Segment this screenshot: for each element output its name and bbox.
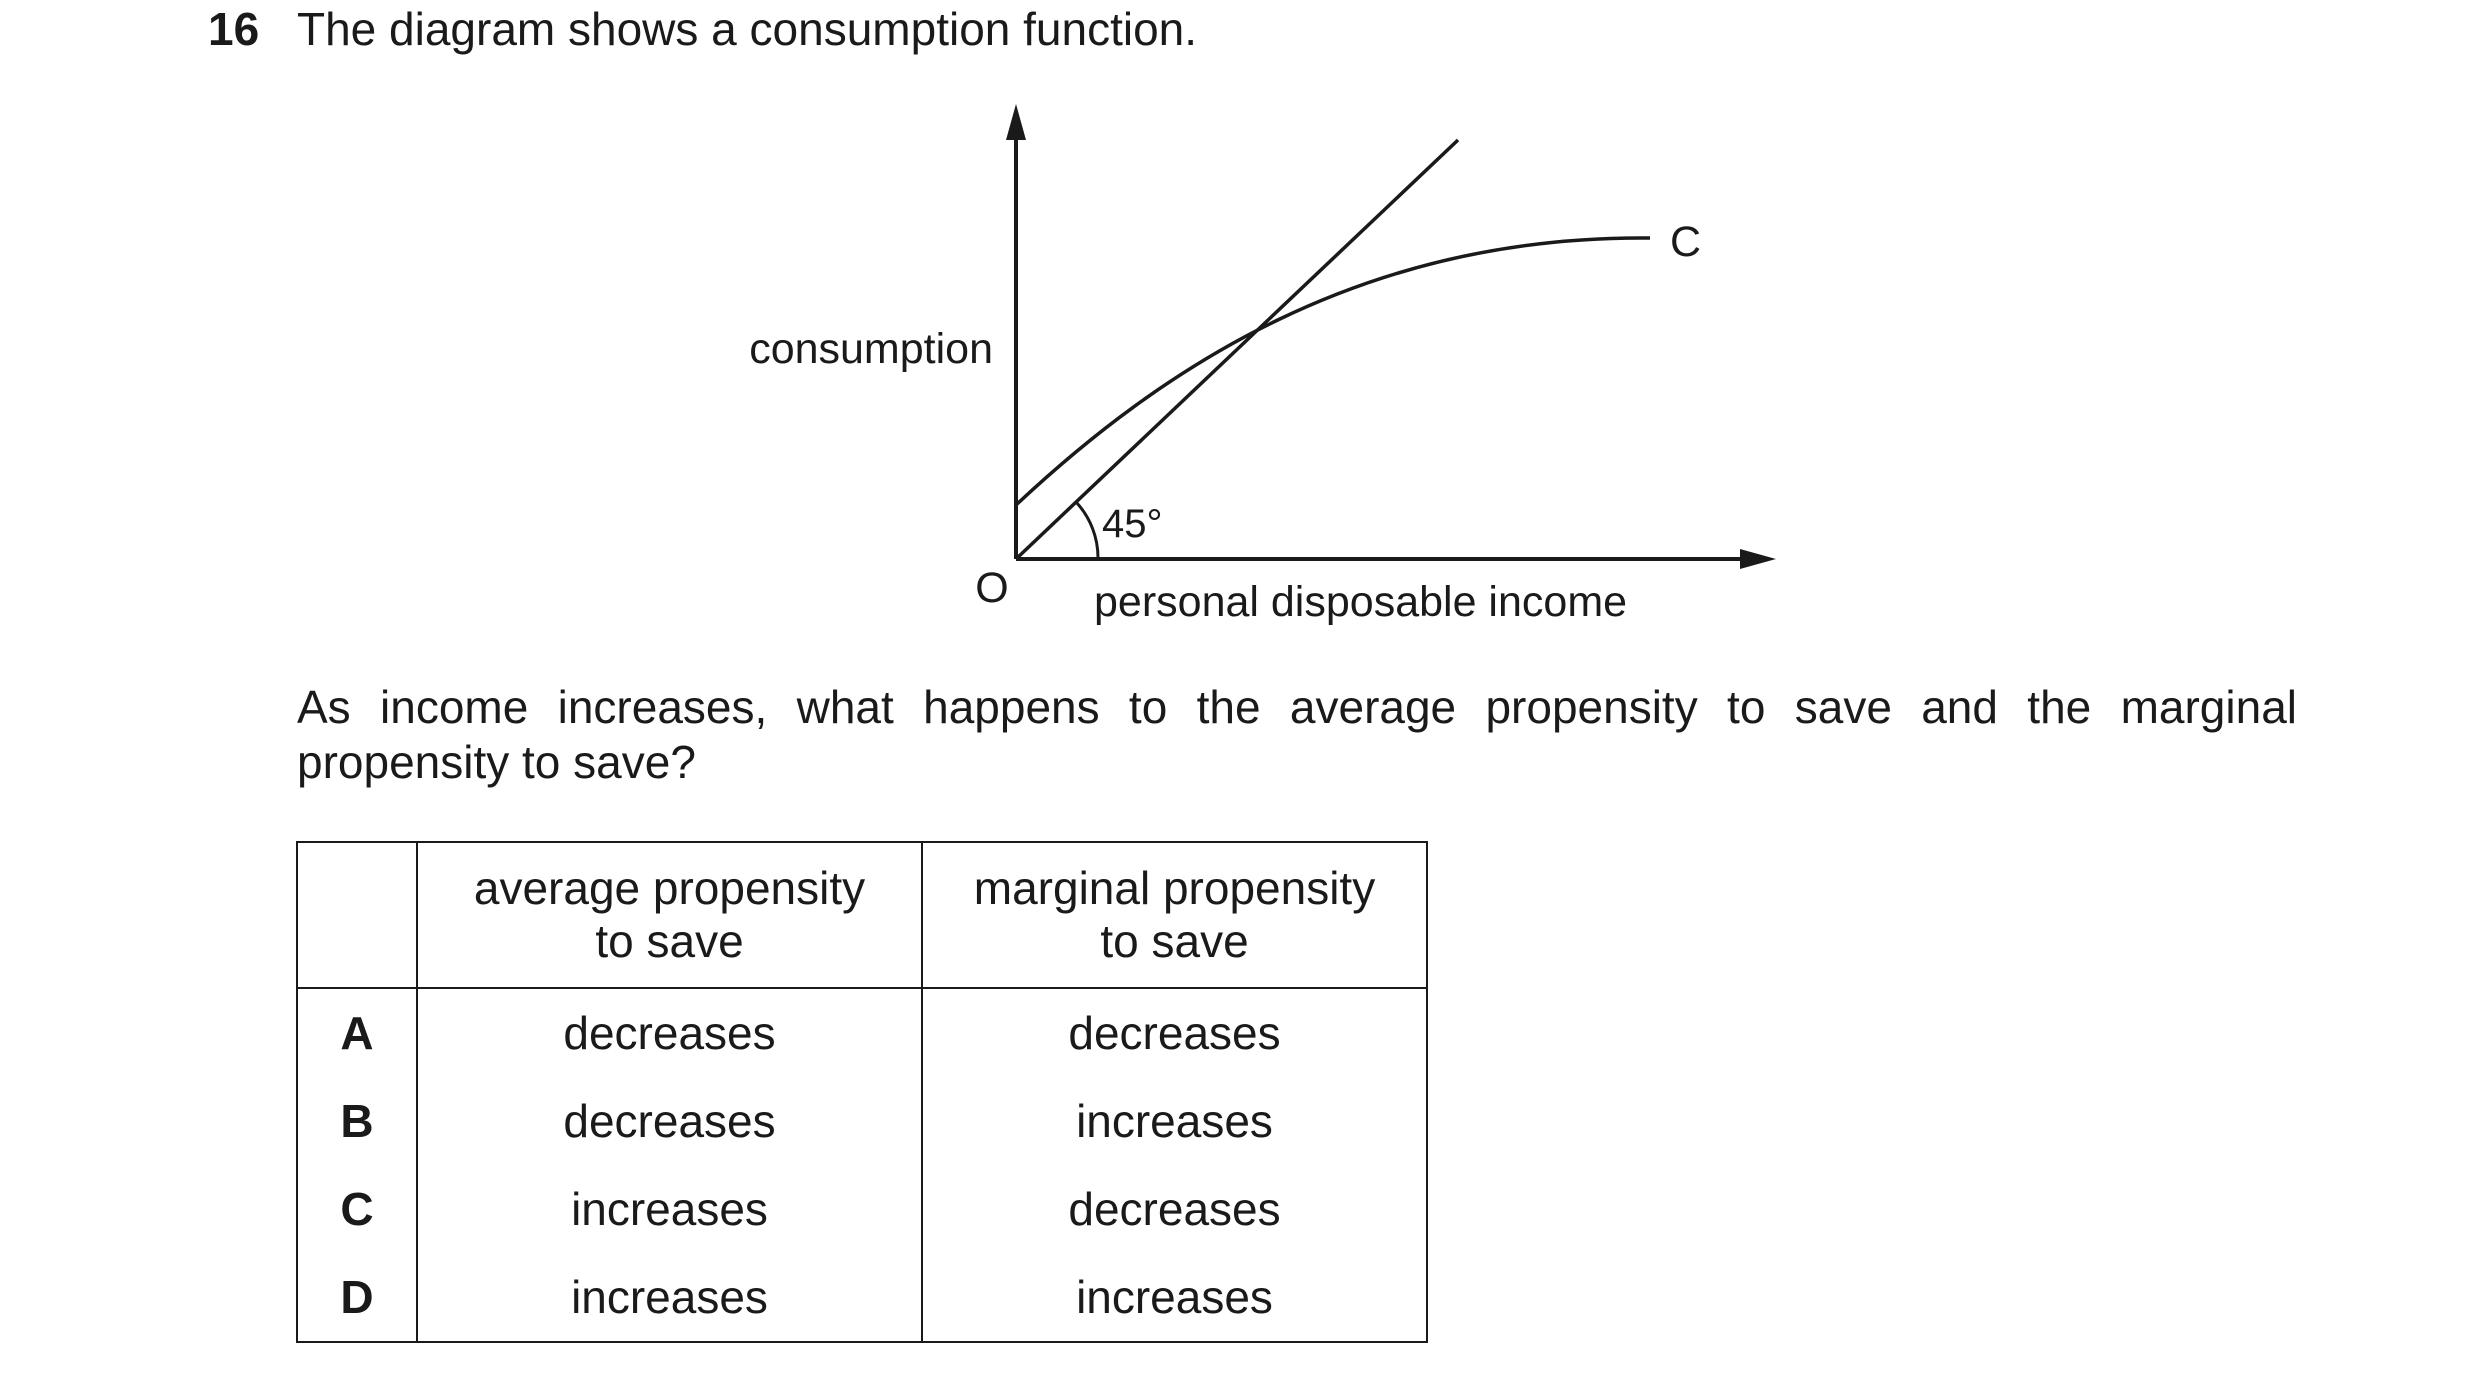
question-number: 16 bbox=[208, 3, 260, 55]
table-header-row: average propensity to save marginal prop… bbox=[296, 841, 1428, 989]
consumption-function-diagram: consumption personal disposable income O… bbox=[749, 104, 1776, 626]
header-mps-line2: to save bbox=[1100, 915, 1249, 967]
angle-label: 45° bbox=[1102, 502, 1163, 546]
option-aps-value: decreases bbox=[416, 1077, 923, 1165]
option-mps-value: increases bbox=[921, 1253, 1428, 1343]
option-mps-value: increases bbox=[921, 1077, 1428, 1165]
origin-label: O bbox=[975, 564, 1008, 612]
option-key: A bbox=[296, 988, 418, 1077]
option-key: B bbox=[296, 1077, 418, 1165]
header-aps-line2: to save bbox=[595, 915, 744, 967]
x-axis-arrowhead bbox=[1740, 549, 1776, 569]
header-blank bbox=[296, 841, 418, 989]
header-marginal-propensity-to-save: marginal propensity to save bbox=[921, 841, 1428, 989]
angle-arc bbox=[1074, 500, 1100, 560]
option-aps-value: increases bbox=[416, 1165, 923, 1253]
forty-five-degree-line bbox=[1014, 138, 1460, 561]
option-row-a[interactable]: A decreases decreases bbox=[296, 988, 1428, 1077]
curve-label: C bbox=[1670, 218, 1701, 266]
option-aps-value: increases bbox=[416, 1253, 923, 1343]
x-axis-label: personal disposable income bbox=[1094, 578, 1627, 626]
option-mps-value: decreases bbox=[921, 988, 1428, 1077]
y-axis-label: consumption bbox=[749, 325, 993, 373]
header-aps-line1: average propensity bbox=[473, 862, 866, 914]
question-prompt: As income increases, what happens to the… bbox=[297, 681, 2297, 788]
option-row-c[interactable]: C increases decreases bbox=[296, 1165, 1428, 1253]
option-aps-value: decreases bbox=[416, 988, 923, 1077]
answer-options-table: average propensity to save marginal prop… bbox=[296, 841, 1428, 1343]
option-mps-value: decreases bbox=[921, 1165, 1428, 1253]
question-stem: The diagram shows a consumption function… bbox=[297, 3, 1198, 55]
option-row-d[interactable]: D increases increases bbox=[296, 1253, 1428, 1343]
y-axis-arrowhead bbox=[1006, 104, 1026, 140]
header-average-propensity-to-save: average propensity to save bbox=[416, 841, 923, 989]
option-key: D bbox=[296, 1253, 418, 1343]
header-mps-line1: marginal propensity bbox=[973, 862, 1376, 914]
option-key: C bbox=[296, 1165, 418, 1253]
consumption-curve bbox=[1014, 236, 1651, 507]
option-row-b[interactable]: B decreases increases bbox=[296, 1077, 1428, 1165]
